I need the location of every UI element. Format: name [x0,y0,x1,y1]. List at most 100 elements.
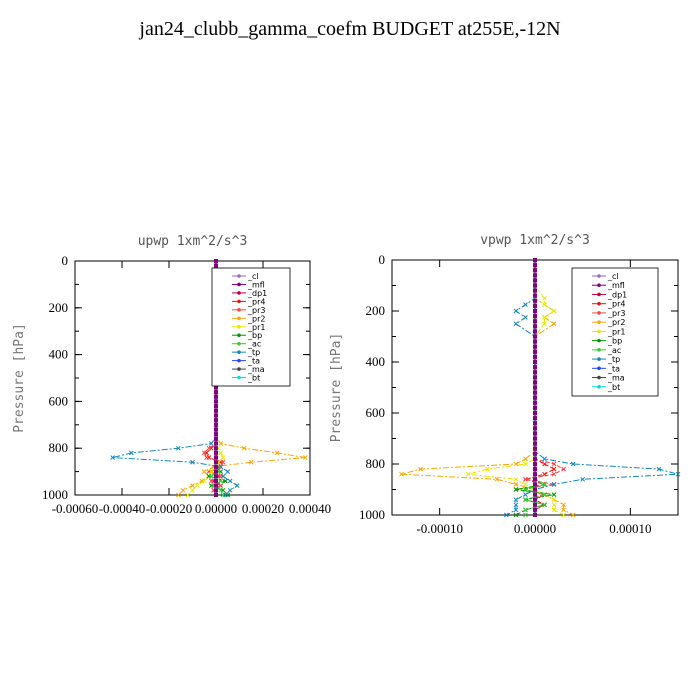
data-point [542,321,547,327]
data-point [523,461,528,467]
x-tick-label: -0.00040 [99,501,146,516]
legend-marker [237,324,241,329]
zero-line-marker [533,298,537,303]
data-point [580,476,586,482]
series-line-pr3 [515,260,565,515]
zero-line-marker [214,441,218,446]
zero-line-marker [533,370,537,375]
data-point [208,473,214,479]
data-point [551,471,557,477]
legend-label: _bt [607,383,620,392]
legend-label: _tp [247,348,260,357]
zero-line-marker [533,288,537,293]
legend-marker [597,357,601,361]
legend-label: _ta [247,357,260,366]
legend-marker [237,341,241,346]
data-point [201,478,207,484]
zero-line-marker [214,455,218,460]
zero-line-marker [533,273,537,278]
y-tick-label: 800 [366,456,386,471]
data-point [513,308,519,314]
y-tick-label: 800 [49,440,69,455]
y-tick-label: 0 [62,253,69,268]
series-line-pr2 [401,260,574,516]
data-point [513,482,519,487]
legend-label: _bt [247,374,260,383]
data-point [176,445,181,451]
y-tick-label: 400 [366,354,386,369]
data-point [206,445,212,451]
data-point [551,482,557,487]
y-tick-label: 400 [49,347,69,362]
data-point [570,512,576,518]
legend-marker [597,329,601,334]
data-point [561,507,566,513]
x-tick-label: 0.00000 [195,501,237,516]
data-point [225,469,231,474]
zero-line-marker [533,258,537,262]
data-point [220,473,226,479]
y-tick-label: 600 [49,393,69,408]
zero-line-marker [214,263,218,268]
page-title: jan24_clubb_gamma_coefm BUDGET at255E,-1… [139,18,561,40]
legend-label: _pr2 [607,318,625,327]
zero-line-marker [533,477,537,482]
chart-panel-1: upwp 1xm^2/s^3 Pressure [hPa] 0 200 400 600 80… [12,234,331,516]
data-point [523,482,528,487]
panel-title: upwp 1xm^2/s^3 [138,234,248,249]
data-point [248,459,254,465]
data-point [218,487,224,493]
zero-line-marker [214,432,218,437]
legend-label: _pr3 [607,309,625,318]
zero-line-marker [214,385,218,390]
zero-line-marker [533,324,537,329]
legend-marker [597,348,601,352]
data-point [523,487,528,492]
zero-line-marker [533,344,537,349]
data-point [220,459,226,465]
zero-line-marker [533,314,537,319]
data-point [223,478,228,484]
legend-marker [237,308,241,312]
zero-line-marker [533,502,537,507]
data-point [675,471,681,477]
zero-line-marker [533,380,537,385]
zero-line-marker [533,283,537,288]
data-point [110,455,115,460]
x-tick-label: 0.00010 [609,521,651,536]
data-point [274,450,280,456]
zero-line-marker [533,467,537,472]
data-point [513,507,519,513]
data-point [542,302,547,307]
zero-line-marker [533,395,537,400]
legend-marker [597,375,601,380]
zero-line-marker [533,507,537,512]
x-tick-label: -0.00010 [416,521,463,536]
data-point [218,483,224,488]
data-point [551,502,557,508]
data-point [513,502,519,508]
legend-marker [597,338,601,343]
zero-line-marker [533,360,537,364]
x-tick-label: 0.00020 [242,501,284,516]
data-point [129,450,134,456]
data-point [523,315,528,320]
zero-line-marker [533,441,537,446]
zero-line-marker [214,464,218,469]
legend-label: _dp1 [607,290,627,299]
legend-box [211,267,291,387]
x-tick-label: 0.00040 [289,501,331,516]
data-point [523,507,528,513]
zero-line-marker [533,472,537,477]
zero-line-marker [533,492,537,497]
zero-line-marker [214,259,218,263]
y-axis-label: Pressure [hPa] [329,333,344,443]
legend-marker [597,292,601,297]
data-point [494,476,500,482]
y-tick-label: 600 [366,405,386,420]
data-point [241,445,247,451]
zero-line-marker [533,319,537,324]
data-point [513,487,519,492]
zero-line-marker [533,354,537,359]
